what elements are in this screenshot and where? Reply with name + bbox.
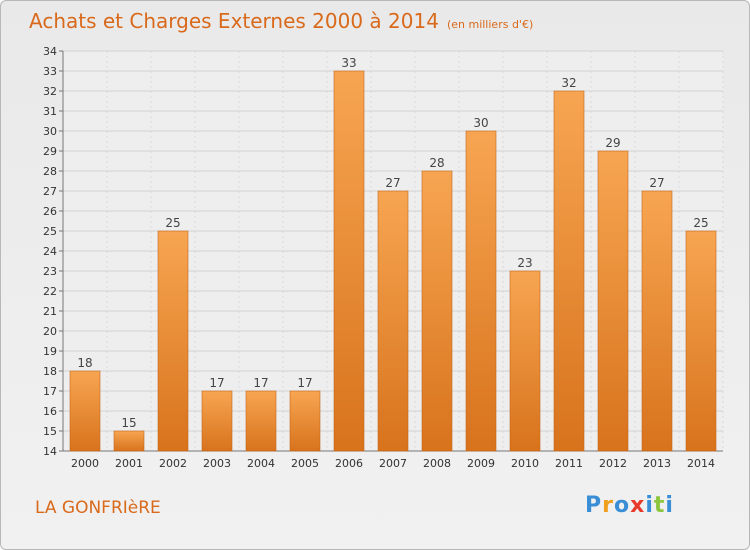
y-tick-label: 26 [43, 205, 57, 218]
bar-value-label: 32 [561, 76, 576, 90]
bar-value-label: 17 [297, 376, 312, 390]
y-tick-label: 15 [43, 425, 57, 438]
y-tick-label: 30 [43, 125, 57, 138]
bar-value-label: 29 [605, 136, 620, 150]
bar [553, 90, 585, 452]
proxiti-logo: Proxiti [585, 493, 674, 518]
x-tick-label: 2005 [291, 457, 319, 470]
y-tick-label: 31 [43, 105, 57, 118]
x-tick-label: 2008 [423, 457, 451, 470]
x-tick-label: 2012 [599, 457, 627, 470]
y-tick-label: 22 [43, 285, 57, 298]
bar-value-label: 15 [121, 416, 136, 430]
y-tick-label: 16 [43, 405, 57, 418]
logo-letter: i [665, 493, 674, 518]
bar [641, 190, 673, 452]
y-tick-label: 17 [43, 385, 57, 398]
x-tick-label: 2014 [687, 457, 715, 470]
x-tick-label: 2006 [335, 457, 363, 470]
x-tick-label: 2004 [247, 457, 275, 470]
bar [201, 390, 233, 452]
bars [69, 70, 717, 452]
bar [377, 190, 409, 452]
y-tick-label: 21 [43, 305, 57, 318]
x-tick-label: 2000 [71, 457, 99, 470]
bar-value-label: 27 [649, 176, 664, 190]
bar [245, 390, 277, 452]
bar-value-label: 17 [209, 376, 224, 390]
bar-value-label: 30 [473, 116, 488, 130]
chart-unit: (en milliers d'€) [446, 18, 534, 31]
y-tick-label: 34 [43, 45, 57, 58]
y-tick-label: 20 [43, 325, 57, 338]
bar-value-label: 23 [517, 256, 532, 270]
labels: 14 15 16 17 18 19 20 21 22 23 24 25 26 27 28 29 30 31 32 33… [43, 45, 715, 470]
y-tick-label: 24 [43, 245, 57, 258]
logo-letter: x [630, 493, 646, 518]
chart-title-text: Achats et Charges Externes 2000 à 2014 [29, 9, 439, 33]
bar-value-label: 25 [693, 216, 708, 230]
y-tick-label: 23 [43, 265, 57, 278]
bar [421, 170, 453, 452]
bar [465, 130, 497, 452]
x-tick-label: 2011 [555, 457, 583, 470]
bar [289, 390, 321, 452]
x-tick-label: 2002 [159, 457, 187, 470]
bar [157, 230, 189, 452]
bar-value-label: 33 [341, 56, 356, 70]
x-tick-label: 2013 [643, 457, 671, 470]
y-tick-label: 33 [43, 65, 57, 78]
bar [113, 430, 145, 452]
logo-letter: P [585, 493, 603, 518]
y-tick-label: 19 [43, 345, 57, 358]
bar-value-label: 28 [429, 156, 444, 170]
logo-letter: t [653, 493, 666, 518]
bar [685, 230, 717, 452]
y-tick-label: 29 [43, 145, 57, 158]
x-tick-label: 2001 [115, 457, 143, 470]
y-tick-label: 14 [43, 445, 57, 458]
logo-letter: o [613, 493, 631, 518]
bar [69, 370, 101, 452]
y-tick-label: 18 [43, 365, 57, 378]
bar-value-label: 27 [385, 176, 400, 190]
bar-value-label: 25 [165, 216, 180, 230]
x-tick-label: 2007 [379, 457, 407, 470]
bar [509, 270, 541, 452]
location-name: LA GONFRIèRE [35, 498, 161, 518]
bar [597, 150, 629, 452]
logo-letter: r [602, 493, 614, 518]
y-tick-label: 28 [43, 165, 57, 178]
chart-title: Achats et Charges Externes 2000 à 2014 (e… [29, 9, 533, 33]
x-tick-label: 2010 [511, 457, 539, 470]
bar-value-label: 18 [77, 356, 92, 370]
logo-letter: i [645, 493, 654, 518]
x-tick-label: 2003 [203, 457, 231, 470]
bar-value-label: 17 [253, 376, 268, 390]
y-tick-label: 27 [43, 185, 57, 198]
bar [333, 70, 365, 452]
y-tick-label: 32 [43, 85, 57, 98]
y-tick-label: 25 [43, 225, 57, 238]
x-tick-label: 2009 [467, 457, 495, 470]
